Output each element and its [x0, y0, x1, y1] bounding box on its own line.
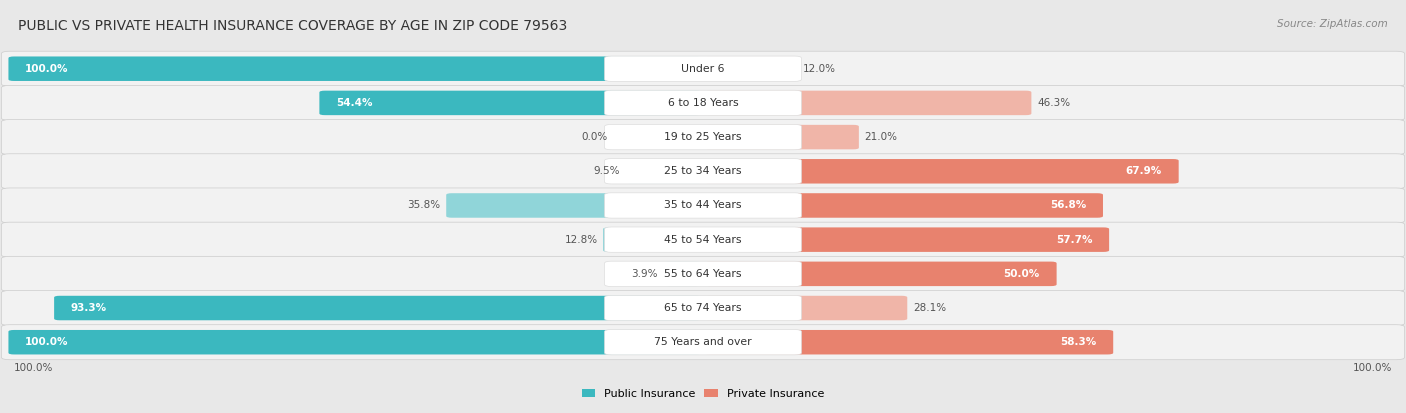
- FancyBboxPatch shape: [8, 57, 702, 81]
- FancyBboxPatch shape: [319, 91, 702, 115]
- FancyBboxPatch shape: [1, 85, 1405, 121]
- Text: 9.5%: 9.5%: [593, 166, 620, 176]
- Text: 58.3%: 58.3%: [1060, 337, 1097, 347]
- FancyBboxPatch shape: [605, 56, 801, 81]
- FancyBboxPatch shape: [605, 295, 801, 320]
- FancyBboxPatch shape: [1, 325, 1405, 360]
- FancyBboxPatch shape: [1, 222, 1405, 257]
- Text: 0.0%: 0.0%: [581, 132, 607, 142]
- FancyBboxPatch shape: [1, 51, 1405, 86]
- FancyBboxPatch shape: [603, 228, 702, 252]
- FancyBboxPatch shape: [704, 159, 1178, 183]
- Text: 45 to 54 Years: 45 to 54 Years: [664, 235, 742, 244]
- Text: 56.8%: 56.8%: [1050, 200, 1085, 211]
- FancyBboxPatch shape: [1, 256, 1405, 291]
- FancyBboxPatch shape: [1, 120, 1405, 154]
- FancyBboxPatch shape: [605, 330, 801, 355]
- Text: 54.4%: 54.4%: [336, 98, 373, 108]
- Text: 28.1%: 28.1%: [912, 303, 946, 313]
- Text: 67.9%: 67.9%: [1126, 166, 1161, 176]
- Text: 35.8%: 35.8%: [408, 200, 440, 211]
- FancyBboxPatch shape: [605, 90, 801, 116]
- Text: Source: ZipAtlas.com: Source: ZipAtlas.com: [1277, 19, 1388, 28]
- FancyBboxPatch shape: [704, 228, 1109, 252]
- FancyBboxPatch shape: [1, 188, 1405, 223]
- FancyBboxPatch shape: [53, 296, 702, 320]
- FancyBboxPatch shape: [605, 261, 801, 287]
- Text: 12.8%: 12.8%: [564, 235, 598, 244]
- FancyBboxPatch shape: [1, 290, 1405, 325]
- Text: Under 6: Under 6: [682, 64, 724, 74]
- FancyBboxPatch shape: [704, 91, 1032, 115]
- Text: 21.0%: 21.0%: [865, 132, 897, 142]
- Text: 100.0%: 100.0%: [25, 337, 69, 347]
- Text: 3.9%: 3.9%: [631, 269, 658, 279]
- FancyBboxPatch shape: [704, 261, 1057, 286]
- Text: 55 to 64 Years: 55 to 64 Years: [664, 269, 742, 279]
- Text: 6 to 18 Years: 6 to 18 Years: [668, 98, 738, 108]
- Text: 46.3%: 46.3%: [1038, 98, 1070, 108]
- FancyBboxPatch shape: [664, 261, 702, 286]
- Text: 25 to 34 Years: 25 to 34 Years: [664, 166, 742, 176]
- Text: 93.3%: 93.3%: [70, 303, 107, 313]
- Text: 12.0%: 12.0%: [803, 64, 837, 74]
- Text: PUBLIC VS PRIVATE HEALTH INSURANCE COVERAGE BY AGE IN ZIP CODE 79563: PUBLIC VS PRIVATE HEALTH INSURANCE COVER…: [18, 19, 568, 33]
- FancyBboxPatch shape: [8, 330, 702, 354]
- Text: 100.0%: 100.0%: [14, 363, 53, 373]
- Text: 100.0%: 100.0%: [1353, 363, 1392, 373]
- FancyBboxPatch shape: [704, 57, 797, 81]
- FancyBboxPatch shape: [1, 154, 1405, 189]
- Legend: Public Insurance, Private Insurance: Public Insurance, Private Insurance: [578, 385, 828, 404]
- FancyBboxPatch shape: [605, 159, 801, 184]
- FancyBboxPatch shape: [605, 227, 801, 252]
- FancyBboxPatch shape: [704, 125, 859, 150]
- Text: 65 to 74 Years: 65 to 74 Years: [664, 303, 742, 313]
- FancyBboxPatch shape: [704, 296, 907, 320]
- Text: 57.7%: 57.7%: [1056, 235, 1092, 244]
- Text: 50.0%: 50.0%: [1004, 269, 1040, 279]
- Text: 100.0%: 100.0%: [25, 64, 69, 74]
- FancyBboxPatch shape: [626, 159, 702, 183]
- FancyBboxPatch shape: [704, 193, 1102, 218]
- FancyBboxPatch shape: [605, 193, 801, 218]
- FancyBboxPatch shape: [605, 124, 801, 150]
- FancyBboxPatch shape: [446, 193, 702, 218]
- FancyBboxPatch shape: [704, 330, 1114, 354]
- Text: 35 to 44 Years: 35 to 44 Years: [664, 200, 742, 211]
- Text: 75 Years and over: 75 Years and over: [654, 337, 752, 347]
- Text: 19 to 25 Years: 19 to 25 Years: [664, 132, 742, 142]
